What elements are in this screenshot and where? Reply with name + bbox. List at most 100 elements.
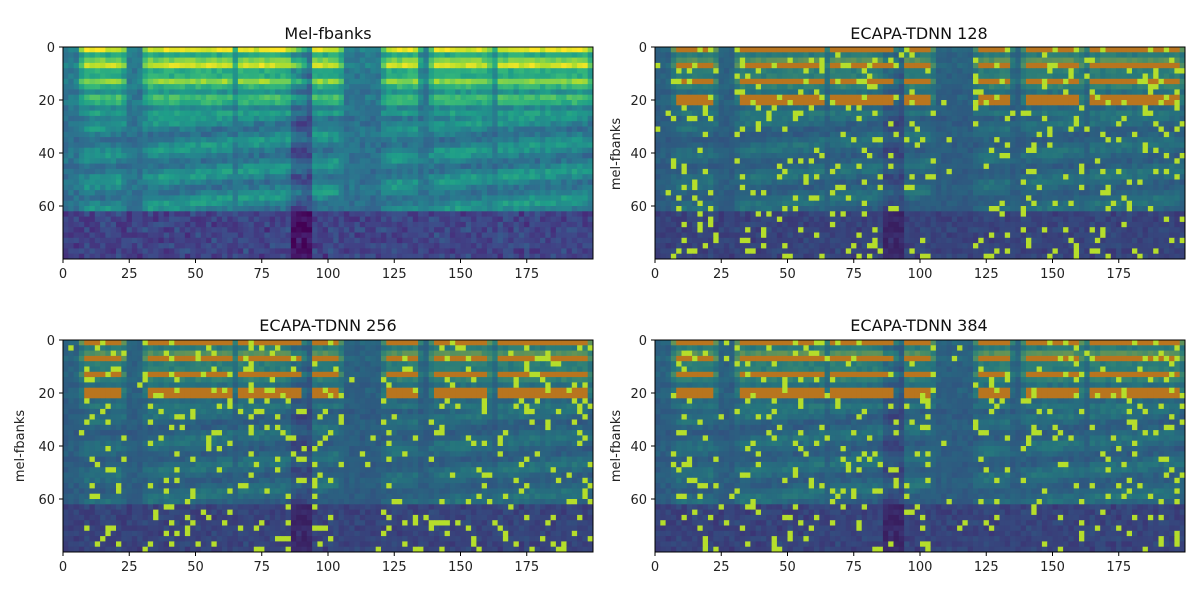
heatmap-cell xyxy=(179,89,186,96)
heatmap-cell xyxy=(487,158,493,164)
heatmap-cell xyxy=(116,190,122,196)
heatmap-cell xyxy=(407,57,414,64)
heatmap-cell xyxy=(518,94,525,101)
heatmap-cell xyxy=(158,100,165,106)
heatmap-cell xyxy=(227,84,233,90)
heatmap-cell xyxy=(550,57,557,64)
heatmap-cell xyxy=(306,216,313,223)
heatmap-cell xyxy=(216,168,223,175)
heatmap-cell xyxy=(232,137,239,143)
heatmap-cell xyxy=(391,115,398,122)
heatmap-cell xyxy=(708,78,714,85)
heatmap-cell xyxy=(306,147,313,154)
heatmap-cell xyxy=(206,232,212,239)
heatmap-cell xyxy=(306,227,313,233)
heatmap-cell xyxy=(465,62,472,69)
heatmap-cell xyxy=(455,142,461,149)
heatmap-cell xyxy=(121,147,127,154)
heatmap-cell xyxy=(354,168,361,175)
heatmap-cell xyxy=(386,57,392,64)
heatmap-cell xyxy=(248,62,255,69)
heatmap-cell xyxy=(285,68,292,74)
heatmap-cell xyxy=(550,216,557,223)
heatmap-cell xyxy=(216,158,223,164)
heatmap-cell xyxy=(555,168,562,175)
heatmap-cell xyxy=(681,52,688,58)
heatmap-cell xyxy=(835,94,841,101)
heatmap-cell xyxy=(264,131,271,138)
heatmap-cell xyxy=(94,73,101,80)
heatmap-cell xyxy=(222,126,228,133)
heatmap-cell xyxy=(63,253,69,260)
heatmap-cell xyxy=(116,200,122,207)
heatmap-cell xyxy=(1052,57,1059,64)
heatmap-cell xyxy=(370,89,377,96)
heatmap-cell xyxy=(1031,62,1037,69)
heatmap-cell xyxy=(78,227,85,233)
heatmap-cell xyxy=(1079,68,1085,74)
heatmap-cell xyxy=(306,78,313,85)
heatmap-cell xyxy=(1010,47,1016,53)
heatmap-cell xyxy=(317,179,324,186)
heatmap-cell xyxy=(317,253,324,260)
heatmap-cell xyxy=(508,153,514,159)
heatmap-cell xyxy=(487,153,493,159)
heatmap-cell xyxy=(734,52,741,58)
heatmap-cell xyxy=(116,78,122,85)
heatmap-cell xyxy=(444,221,451,228)
heatmap-cell xyxy=(487,142,493,149)
heatmap-cell xyxy=(227,57,233,64)
heatmap-cell xyxy=(200,232,207,239)
heatmap-cell xyxy=(73,200,80,207)
heatmap-cell xyxy=(540,253,546,260)
heatmap-cell xyxy=(365,158,371,164)
heatmap-cell xyxy=(941,89,947,96)
heatmap-cell xyxy=(518,168,525,175)
heatmap-cell xyxy=(577,253,583,260)
heatmap-cell xyxy=(328,200,334,207)
heatmap-cell xyxy=(349,147,355,154)
heatmap-cell xyxy=(545,147,551,154)
heatmap-cell xyxy=(158,147,165,154)
heatmap-cell xyxy=(782,47,788,53)
heatmap-cell xyxy=(269,163,276,170)
heatmap-cell xyxy=(243,190,249,196)
heatmap-cell xyxy=(967,84,974,90)
heatmap-cell xyxy=(702,57,709,64)
heatmap-cell xyxy=(545,100,551,106)
heatmap-cell xyxy=(301,115,308,122)
heatmap-cell xyxy=(386,153,392,159)
heatmap-cell xyxy=(349,47,355,53)
heatmap-cell xyxy=(561,168,567,175)
heatmap-cell xyxy=(126,52,133,58)
heatmap-cell xyxy=(147,47,154,53)
heatmap-cell xyxy=(243,115,249,122)
heatmap-cell xyxy=(856,47,863,53)
heatmap-cell xyxy=(322,211,329,217)
heatmap-cell xyxy=(163,115,170,122)
heatmap-cell xyxy=(264,184,271,191)
heatmap-cell xyxy=(243,179,249,186)
heatmap-cell xyxy=(1094,78,1101,85)
heatmap-cell xyxy=(190,110,196,117)
heatmap-cell xyxy=(1153,57,1159,64)
heatmap-cell xyxy=(163,253,170,260)
heatmap-cell xyxy=(540,126,546,133)
heatmap-cell xyxy=(121,248,127,255)
heatmap-cell xyxy=(492,179,498,186)
heatmap-cell xyxy=(126,115,133,122)
heatmap-cell xyxy=(681,78,688,85)
heatmap-cell xyxy=(89,47,96,53)
heatmap-cell xyxy=(89,52,96,58)
heatmap-cell xyxy=(169,73,175,80)
heatmap-cell xyxy=(365,195,371,202)
heatmap-cell xyxy=(84,200,90,207)
heatmap-cell xyxy=(163,105,170,111)
heatmap-cell xyxy=(577,168,583,175)
heatmap-cell xyxy=(216,78,223,85)
heatmap-cell xyxy=(110,232,117,239)
heatmap-cell xyxy=(158,57,165,64)
heatmap-cell xyxy=(126,253,133,260)
heatmap-cell xyxy=(508,73,514,80)
heatmap-cell xyxy=(174,105,180,111)
